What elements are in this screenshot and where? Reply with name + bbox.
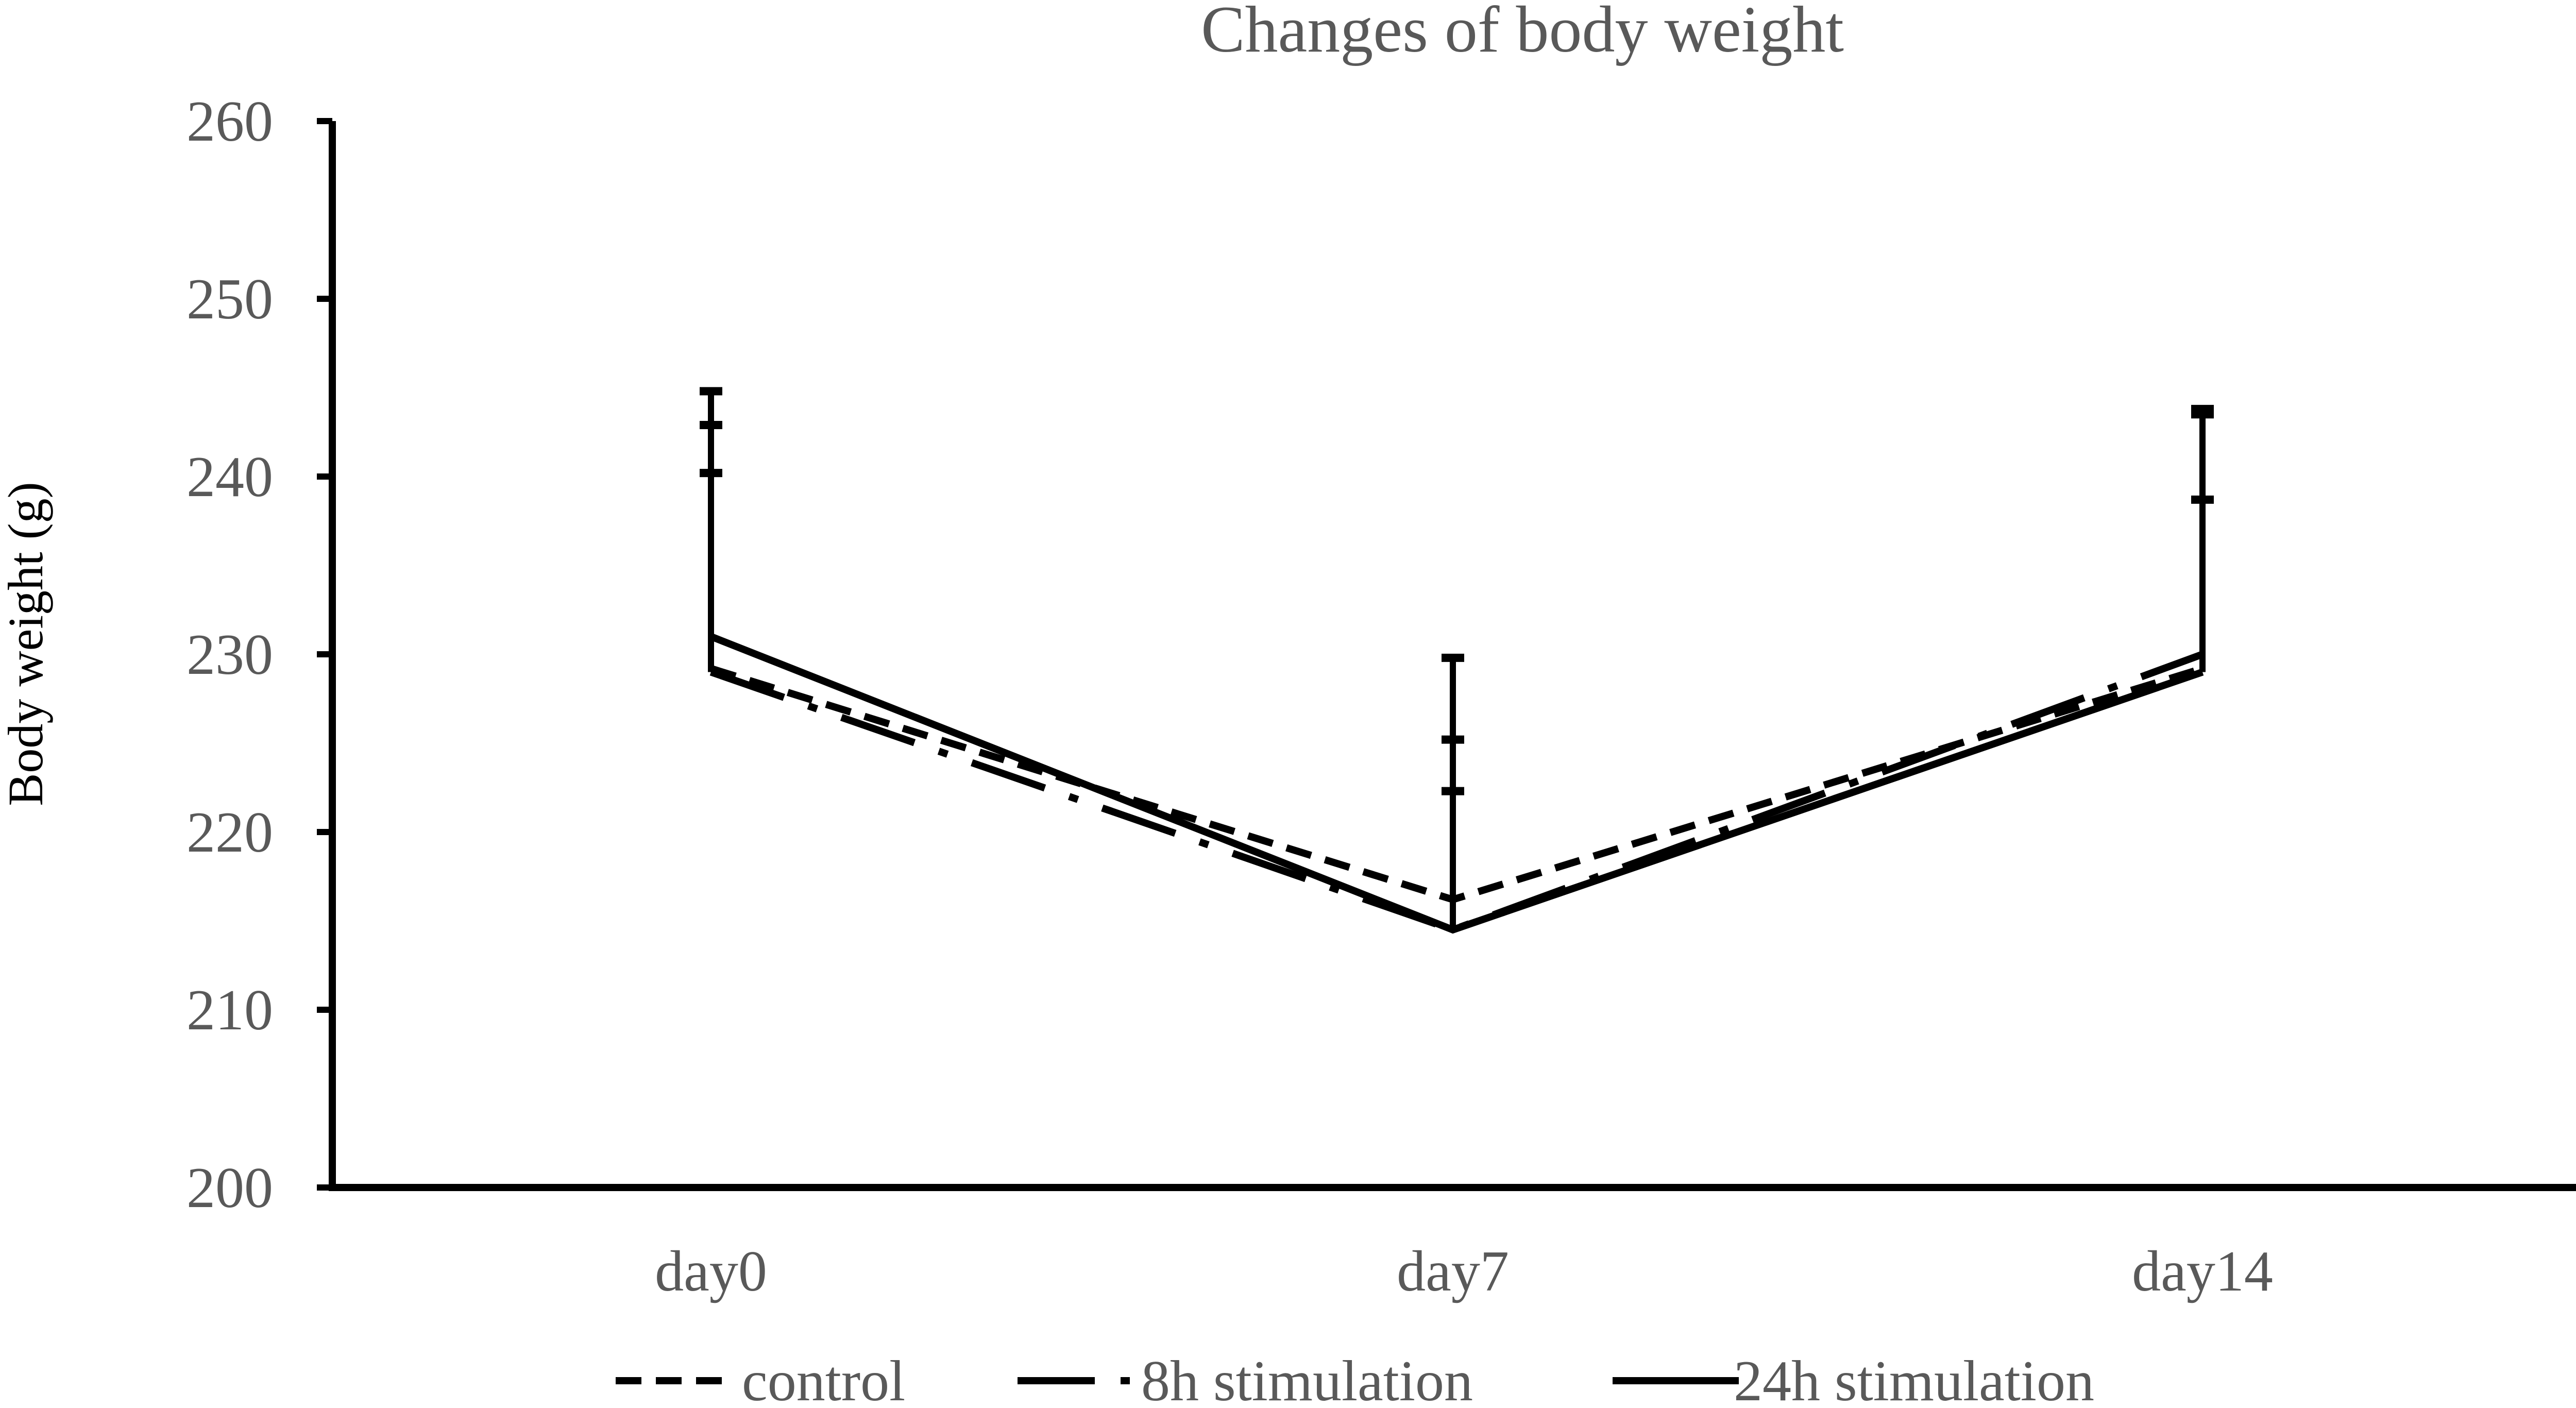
series-line-control <box>709 665 2204 904</box>
series-line-24h-stimulation <box>709 633 2204 934</box>
legend-label-8h-stimulation: 8h stimulation <box>1141 1349 1473 1408</box>
series-line-8h-stimulation <box>709 651 2204 934</box>
y-tick-label: 220 <box>187 801 273 864</box>
x-tick-label: day7 <box>1397 1240 1509 1303</box>
legend: control 8h stimulation 24h stimulation <box>616 1349 2094 1408</box>
series-lines <box>709 633 2204 934</box>
y-tick-label: 250 <box>187 267 273 331</box>
legend-label-24h-stimulation: 24h stimulation <box>1734 1349 2094 1408</box>
y-tick-label: 230 <box>187 623 273 687</box>
x-tick-label: day0 <box>655 1240 767 1303</box>
y-axis-label: Body weight (g) <box>0 482 53 806</box>
y-tick-label: 200 <box>187 1156 273 1220</box>
chart-title: Changes of body weight <box>1201 0 1844 66</box>
legend-label-control: control <box>742 1349 905 1408</box>
x-tick-label: day14 <box>2132 1240 2273 1303</box>
y-tick-label: 210 <box>187 978 273 1042</box>
axes: 200 210 220 230 240 250 260 day0 day7 day14 <box>187 90 2576 1303</box>
y-tick-label: 240 <box>187 445 273 509</box>
error-bars <box>700 387 2214 930</box>
y-tick-label: 260 <box>187 90 273 154</box>
